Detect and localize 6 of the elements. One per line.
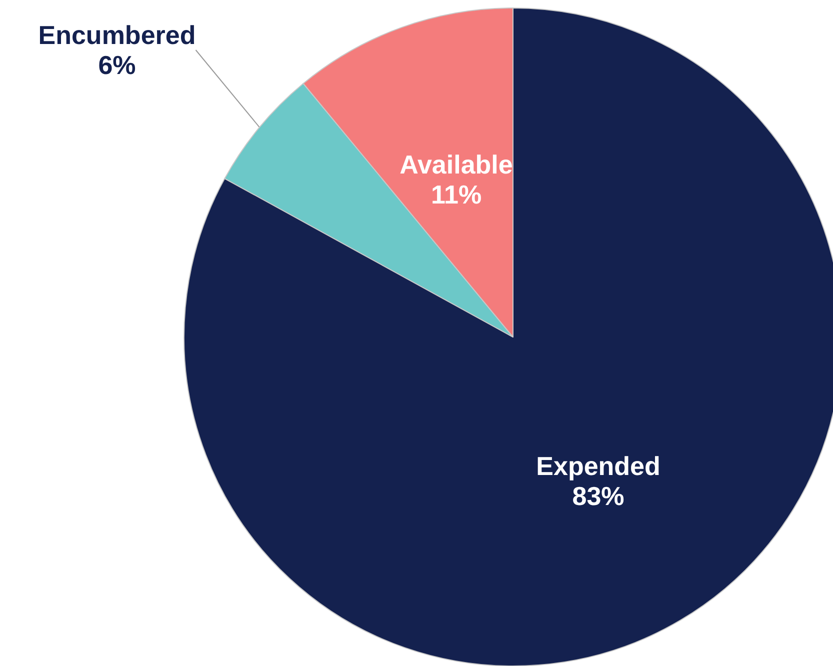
data-label: 11% — [430, 179, 482, 210]
data-label: 83% — [572, 481, 624, 512]
slice-label: Encumbered — [38, 20, 196, 50]
slice-label: Available — [400, 149, 513, 180]
data-label: 6% — [98, 50, 136, 80]
slice-label: Expended — [536, 451, 660, 482]
